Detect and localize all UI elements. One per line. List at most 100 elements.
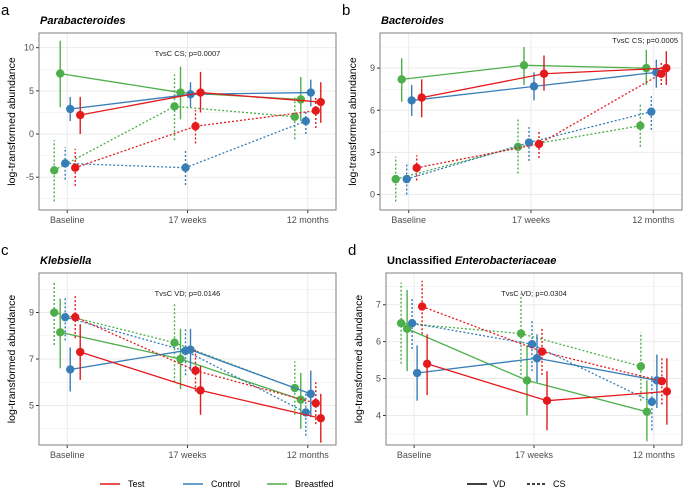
data-point bbox=[527, 340, 537, 349]
data-point bbox=[56, 328, 65, 337]
y-axis-label: log-transformed abundance bbox=[6, 295, 18, 424]
y-axis-label: log-transformed abundance bbox=[353, 295, 365, 424]
data-point bbox=[311, 106, 320, 115]
series-test-vd bbox=[422, 334, 672, 431]
panel-border bbox=[38, 32, 337, 211]
series-control-cs bbox=[407, 297, 657, 431]
panel-a: a Parabacteroides Baseline 17 weeks 12 month… bbox=[1, 2, 337, 225]
data-point bbox=[66, 104, 75, 114]
data-point bbox=[71, 163, 80, 172]
y-axis-label: log-transformed abundance bbox=[347, 57, 359, 186]
series-control-vd bbox=[412, 334, 662, 409]
panel-title: Parabacteroides bbox=[40, 15, 126, 27]
data-point bbox=[412, 163, 421, 173]
x-tick-label: Baseline bbox=[397, 450, 432, 460]
data-point bbox=[196, 386, 205, 395]
data-point bbox=[316, 97, 325, 107]
data-point bbox=[61, 159, 70, 168]
x-tick-label: 17 weeks bbox=[168, 450, 207, 460]
y-tick-label: 6 bbox=[376, 337, 381, 347]
data-point bbox=[662, 63, 671, 73]
y-tick-label: 0 bbox=[29, 129, 34, 139]
panel-border bbox=[38, 272, 337, 446]
data-point bbox=[316, 414, 325, 423]
data-point bbox=[391, 174, 400, 184]
data-point bbox=[402, 174, 411, 184]
x-tick-label: 12 months bbox=[287, 450, 330, 460]
legend-label-breastfed: Breastfed bbox=[295, 479, 334, 489]
data-point bbox=[61, 312, 70, 322]
panel-letter: b bbox=[342, 2, 350, 19]
series-breastfed-cs bbox=[50, 282, 299, 415]
data-point bbox=[396, 318, 406, 328]
y-tick-label: 9 bbox=[29, 308, 34, 318]
series-test-vd bbox=[417, 51, 671, 118]
data-point bbox=[662, 387, 672, 396]
series-control-cs bbox=[402, 96, 656, 195]
data-point bbox=[417, 302, 427, 311]
legend-label-test: Test bbox=[128, 479, 145, 489]
y-tick-label: 5 bbox=[29, 86, 34, 96]
data-point bbox=[50, 166, 59, 175]
series-test-cs bbox=[71, 296, 320, 425]
panel-title: Bacteroides bbox=[381, 15, 444, 27]
data-point bbox=[636, 121, 645, 130]
data-point bbox=[56, 69, 65, 78]
data-point bbox=[191, 122, 200, 131]
x-tick-label: 17 weeks bbox=[515, 450, 554, 460]
title-italic: Bacteroides bbox=[381, 15, 444, 27]
panel-letter: c bbox=[1, 242, 9, 259]
title-italic: Parabacteroides bbox=[40, 15, 126, 27]
panel-border bbox=[385, 272, 683, 446]
series-test-cs bbox=[412, 62, 666, 181]
title-italic: Enterobacteriaceae bbox=[455, 255, 557, 267]
legend-label-cs: CS bbox=[553, 479, 566, 489]
series-test-vd bbox=[76, 324, 325, 443]
data-point bbox=[407, 96, 416, 105]
x-tick-label: 17 weeks bbox=[512, 215, 551, 225]
series-line bbox=[395, 125, 641, 180]
data-point bbox=[186, 345, 195, 354]
y-tick-label: 7 bbox=[376, 300, 381, 310]
x-tick-label: Baseline bbox=[50, 450, 85, 460]
data-point bbox=[636, 362, 646, 371]
data-point bbox=[647, 397, 657, 407]
annotation: TvsC VD; p=0.0304 bbox=[501, 289, 567, 298]
data-point bbox=[657, 376, 667, 386]
data-point bbox=[76, 347, 85, 357]
series-breastfed-vd bbox=[402, 289, 652, 442]
y-tick-label: 0 bbox=[370, 190, 375, 200]
data-point bbox=[402, 324, 412, 333]
panel-letter: a bbox=[1, 2, 10, 19]
x-tick-label: 12 months bbox=[632, 215, 675, 225]
series-test-cs bbox=[417, 280, 667, 405]
series-breastfed-vd bbox=[56, 298, 305, 429]
series-control-vd bbox=[66, 79, 315, 122]
series-breastfed-vd bbox=[397, 47, 651, 102]
panel-b: b Bacteroides Baseline 17 weeks 12 months 0 3 6… bbox=[342, 2, 683, 225]
annotation: TvsC CS; p=0.0005 bbox=[612, 36, 678, 45]
y-tick-label: 6 bbox=[370, 105, 375, 115]
data-point bbox=[532, 354, 542, 363]
data-point bbox=[397, 75, 406, 84]
data-point bbox=[542, 396, 552, 405]
panel-c: c Klebsiella Baseline 17 weeks 12 months 5 7 9 l… bbox=[1, 242, 337, 460]
series-control-vd bbox=[66, 328, 315, 418]
data-point bbox=[191, 366, 200, 375]
data-point bbox=[537, 347, 547, 356]
series-breastfed-cs bbox=[50, 74, 299, 202]
y-axis-label: log-transformed abundance bbox=[6, 57, 18, 186]
y-tick-label: 5 bbox=[376, 374, 381, 384]
data-point bbox=[170, 338, 179, 347]
data-point bbox=[516, 329, 526, 338]
data-point bbox=[306, 389, 315, 399]
y-tick-label: 7 bbox=[29, 354, 34, 364]
data-point bbox=[422, 359, 432, 368]
series-control-cs bbox=[61, 109, 310, 185]
data-point bbox=[529, 82, 539, 91]
x-tick-label: 12 months bbox=[287, 215, 330, 225]
annotation: TvsC VD; p=0.0146 bbox=[155, 289, 221, 298]
data-point bbox=[71, 312, 80, 322]
data-point bbox=[66, 365, 75, 374]
